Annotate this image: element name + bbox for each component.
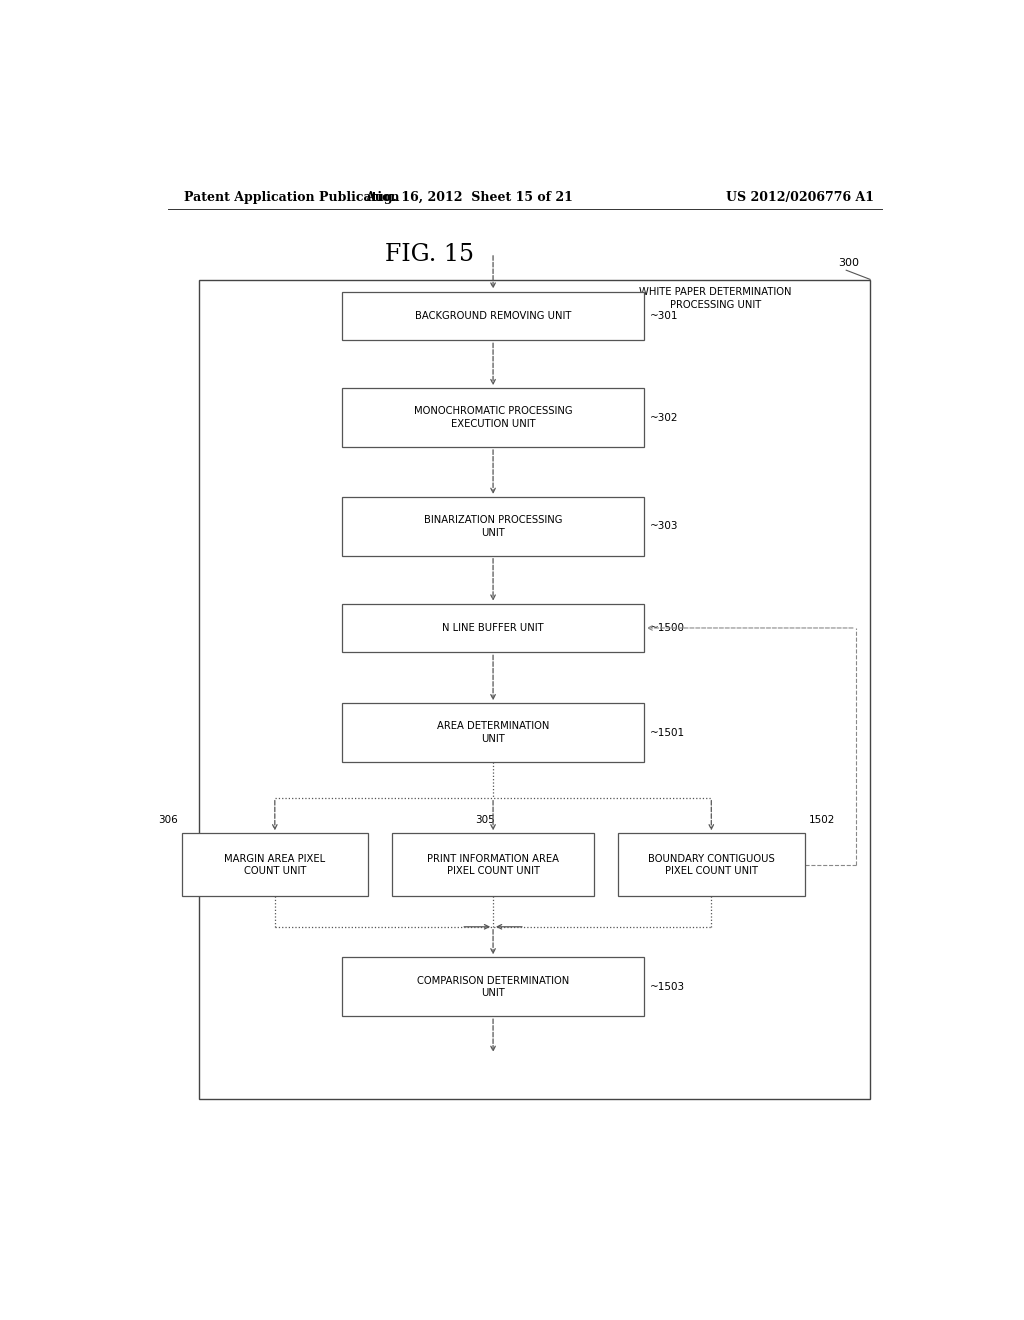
Text: ~303: ~303 [650,521,679,532]
Text: ~302: ~302 [650,413,679,422]
Text: FIG. 15: FIG. 15 [385,243,474,267]
Text: BINARIZATION PROCESSING
UNIT: BINARIZATION PROCESSING UNIT [424,515,562,537]
Bar [342,704,644,762]
Text: 300: 300 [839,259,859,268]
Text: 306: 306 [158,816,177,825]
Text: MONOCHROMATIC PROCESSING
EXECUTION UNIT: MONOCHROMATIC PROCESSING EXECUTION UNIT [414,407,572,429]
Text: Patent Application Publication: Patent Application Publication [183,190,399,203]
Text: AREA DETERMINATION
UNIT: AREA DETERMINATION UNIT [437,722,549,744]
Text: WHITE PAPER DETERMINATION
PROCESSING UNIT: WHITE PAPER DETERMINATION PROCESSING UNI… [639,286,792,310]
Text: ~1503: ~1503 [650,982,685,991]
Text: COMPARISON DETERMINATION
UNIT: COMPARISON DETERMINATION UNIT [417,975,569,998]
Text: 1502: 1502 [809,816,835,825]
Text: BACKGROUND REMOVING UNIT: BACKGROUND REMOVING UNIT [415,312,571,321]
Text: US 2012/0206776 A1: US 2012/0206776 A1 [726,190,873,203]
Bar [342,603,644,652]
Bar [342,957,644,1016]
Text: ~301: ~301 [650,312,679,321]
Bar [342,496,644,556]
Bar [200,280,870,1098]
Text: Aug. 16, 2012  Sheet 15 of 21: Aug. 16, 2012 Sheet 15 of 21 [366,190,573,203]
Text: ~1501: ~1501 [650,727,685,738]
Text: MARGIN AREA PIXEL
COUNT UNIT: MARGIN AREA PIXEL COUNT UNIT [224,854,326,876]
Bar [392,833,594,896]
Text: ~1500: ~1500 [650,623,685,634]
Bar [342,292,644,341]
Text: BOUNDARY CONTIGUOUS
PIXEL COUNT UNIT: BOUNDARY CONTIGUOUS PIXEL COUNT UNIT [648,854,775,876]
Text: PRINT INFORMATION AREA
PIXEL COUNT UNIT: PRINT INFORMATION AREA PIXEL COUNT UNIT [427,854,559,876]
Text: 305: 305 [475,816,495,825]
Text: N LINE BUFFER UNIT: N LINE BUFFER UNIT [442,623,544,634]
Bar [618,833,805,896]
Bar [181,833,368,896]
Bar [342,388,644,447]
